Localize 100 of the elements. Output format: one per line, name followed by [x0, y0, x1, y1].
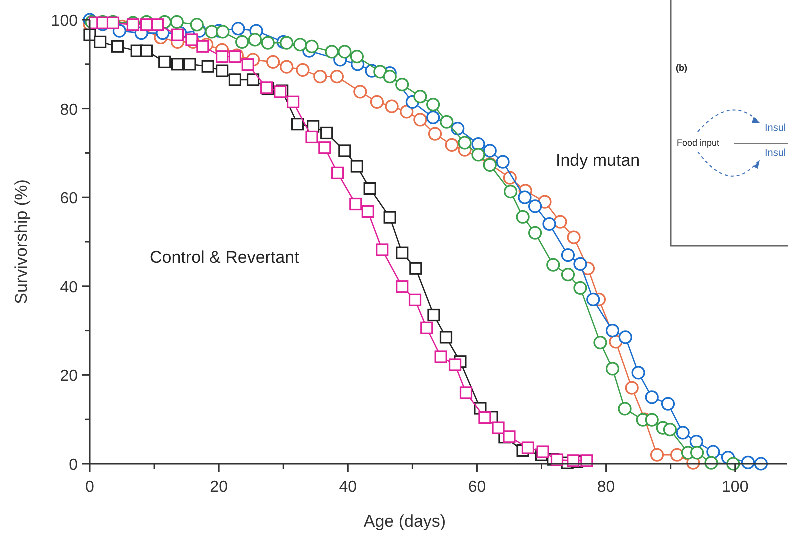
point — [385, 100, 399, 114]
point — [396, 246, 409, 260]
point — [196, 40, 210, 53]
point — [458, 136, 472, 150]
x-tick-label: 100 — [722, 479, 749, 496]
point — [478, 412, 492, 424]
point — [94, 36, 107, 48]
x-tick-label: 40 — [339, 479, 358, 496]
point — [426, 110, 440, 124]
point — [606, 324, 620, 338]
point — [496, 155, 510, 169]
point — [663, 423, 677, 437]
point — [216, 25, 230, 39]
y-tick-label: 80 — [60, 102, 78, 119]
point — [574, 257, 588, 271]
point — [528, 226, 542, 240]
point — [332, 166, 344, 180]
point — [325, 45, 339, 59]
point — [690, 435, 704, 449]
point — [184, 58, 196, 71]
point — [546, 258, 560, 272]
annotation: (b) — [676, 63, 688, 73]
annotation: Indy mutan — [556, 151, 640, 170]
annotation: Food input — [677, 138, 720, 148]
point — [518, 190, 532, 204]
point — [408, 294, 422, 306]
point — [426, 98, 440, 112]
point — [504, 185, 518, 199]
point — [528, 200, 542, 214]
point — [542, 217, 556, 232]
point — [420, 322, 434, 334]
point — [516, 210, 530, 224]
point — [364, 182, 376, 196]
point — [384, 211, 396, 224]
point — [190, 18, 204, 32]
y-tick-label: 40 — [60, 279, 78, 296]
point — [460, 386, 473, 400]
point — [350, 160, 364, 173]
point — [428, 308, 440, 322]
x-tick-label: 20 — [210, 479, 228, 496]
point — [320, 126, 334, 140]
point — [305, 40, 319, 54]
point — [242, 58, 254, 72]
point — [414, 90, 428, 104]
y-tick-label: 0 — [69, 457, 78, 474]
point — [618, 330, 632, 344]
point — [676, 426, 690, 440]
y-tick-label: 100 — [51, 13, 78, 30]
point — [246, 74, 260, 86]
point — [338, 45, 352, 59]
point — [292, 118, 304, 131]
y-tick-label: 20 — [60, 368, 78, 386]
point — [396, 78, 410, 92]
point — [236, 35, 250, 49]
x-axis-title: Age (days) — [364, 512, 446, 531]
point — [362, 206, 374, 218]
point — [522, 442, 535, 454]
annotation: Insul — [765, 148, 786, 159]
point — [170, 15, 184, 30]
point — [202, 60, 214, 73]
point — [561, 248, 576, 262]
point — [492, 422, 505, 434]
point — [151, 18, 164, 32]
point — [205, 25, 219, 39]
point — [354, 85, 368, 99]
point — [126, 18, 140, 32]
point — [567, 230, 581, 244]
point — [330, 70, 344, 84]
point — [574, 281, 588, 295]
point — [661, 397, 676, 411]
point — [370, 95, 384, 109]
point — [280, 36, 294, 50]
point — [306, 130, 318, 144]
y-tick-label: 60 — [60, 190, 78, 208]
point — [445, 138, 459, 152]
x-tick-label: 0 — [86, 479, 95, 496]
point — [186, 34, 198, 46]
point — [536, 446, 550, 458]
point — [376, 244, 389, 256]
point — [232, 22, 246, 36]
point — [428, 127, 442, 141]
point — [350, 50, 364, 64]
point — [111, 40, 124, 53]
point — [670, 448, 684, 462]
point — [550, 454, 564, 466]
point — [503, 430, 516, 444]
point — [690, 446, 704, 460]
point — [171, 28, 184, 42]
point — [448, 358, 462, 372]
point — [434, 350, 448, 364]
annotation: Insul — [765, 123, 786, 134]
point — [140, 44, 154, 58]
point — [266, 55, 280, 69]
x-tick-label: 80 — [597, 479, 616, 496]
x-tick-label: 60 — [468, 479, 486, 496]
point — [261, 36, 275, 50]
point — [632, 366, 646, 380]
point — [396, 280, 409, 294]
point — [625, 381, 639, 395]
point — [216, 50, 229, 64]
